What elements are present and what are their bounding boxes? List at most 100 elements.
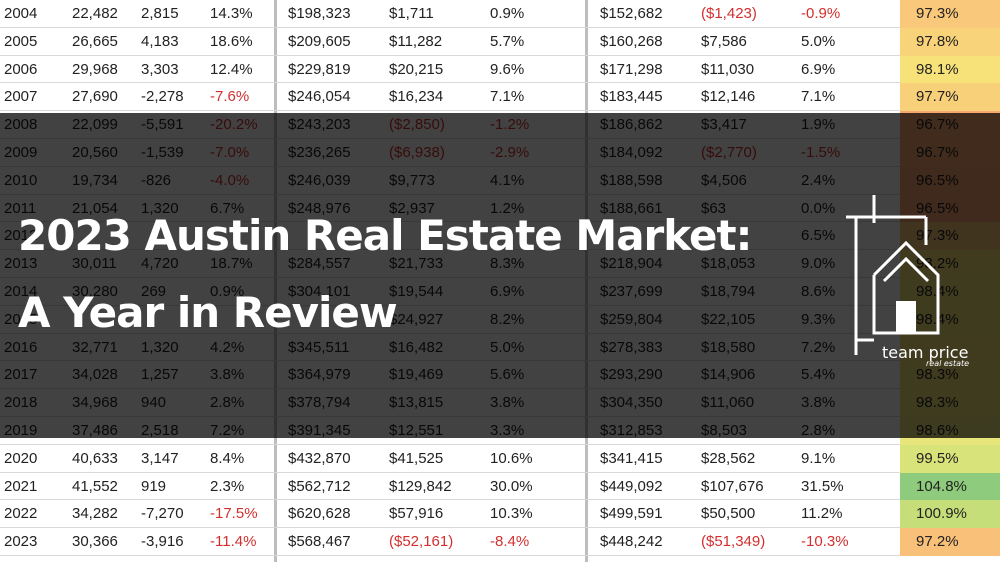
ratio-cell: 97.3% — [900, 0, 1000, 28]
cell-avg-pct: -10.3% — [801, 533, 849, 551]
ratio-cell: 97.7% — [900, 83, 1000, 112]
cell-year: 2022 — [4, 505, 38, 523]
ratio-cell: 98.1% — [900, 55, 1000, 84]
table-row: 2020 40,633 3,147 8.4% $432,870 $41,525 10.6% $… — [0, 444, 1000, 473]
cell-median-change: $16,234 — [389, 88, 444, 106]
cell-median: $432,870 — [288, 449, 351, 467]
cell-avg-pct: 31.5% — [801, 477, 844, 495]
title-line-1: 2023 Austin Real Estate Market: — [18, 211, 752, 260]
cell-median-pct: 30.0% — [490, 477, 533, 495]
cell-avg-pct: 6.9% — [801, 60, 836, 78]
table-row: 2021 41,552 919 2.3% $562,712 $129,842 30.0% $4… — [0, 472, 1000, 501]
table-row: 2004 22,482 2,815 14.3% $198,323 $1,711 0.9% $1… — [0, 0, 1000, 28]
cell-year: 2020 — [4, 449, 38, 467]
cell-sales: 34,282 — [72, 505, 118, 523]
table-row: 2006 29,968 3,303 12.4% $229,819 $20,215 9.6% $… — [0, 55, 1000, 84]
cell-median-change: $57,916 — [389, 505, 444, 523]
cell-sales-pct: 18.6% — [210, 32, 253, 50]
cell-avg-change: $11,030 — [701, 60, 755, 78]
cell-avg-change: ($1,423) — [701, 5, 757, 22]
cell-median-pct: 5.7% — [490, 32, 525, 50]
cell-avg: $449,092 — [600, 477, 663, 495]
cell-avg: $160,268 — [600, 32, 663, 50]
cell-median-pct: 9.6% — [490, 60, 525, 78]
cell-year: 2023 — [4, 533, 38, 551]
cell-year: 2004 — [4, 5, 38, 22]
cell-ratio: 97.7% — [916, 88, 959, 106]
cell-year: 2005 — [4, 32, 38, 50]
table-row: 2007 27,690 -2,278 -7.6% $246,054 $16,234 7.1%… — [0, 83, 1000, 112]
cell-sales-pct: -7.6% — [210, 88, 250, 106]
cell-median-change: $20,215 — [389, 60, 444, 78]
house-logo-icon — [846, 195, 940, 355]
cell-avg: $183,445 — [600, 88, 663, 106]
cell-avg-pct: 9.1% — [801, 449, 836, 467]
cell-sales-change: 3,147 — [141, 449, 179, 467]
cell-sales-change: 4,183 — [141, 32, 179, 50]
title-overlay: 2023 Austin Real Estate Market: A Year i… — [0, 113, 1000, 438]
cell-median-change: $41,525 — [389, 449, 444, 467]
cell-sales-change: 919 — [141, 477, 167, 495]
table-row: 2022 34,282 -7,270 -17.5% $620,628 $57,916 10.… — [0, 500, 1000, 529]
cell-ratio: 99.5% — [916, 449, 959, 467]
cell-sales-change: -3,916 — [141, 533, 184, 551]
cell-sales-pct: -11.4% — [210, 533, 257, 551]
cell-avg-change: $28,562 — [701, 449, 756, 467]
cell-median: $198,323 — [288, 5, 351, 22]
ratio-cell: 100.9% — [900, 500, 1000, 529]
cell-avg: $499,591 — [600, 505, 663, 523]
cell-avg-change: $50,500 — [701, 505, 756, 523]
ratio-cell: 97.8% — [900, 27, 1000, 56]
cell-ratio: 97.3% — [916, 5, 959, 22]
cell-ratio: 100.9% — [916, 505, 967, 523]
cell-median-change: $1,711 — [389, 5, 434, 22]
cell-sales-pct: 12.4% — [210, 60, 253, 78]
cell-avg-pct: -0.9% — [801, 5, 841, 22]
cell-sales-pct: 2.3% — [210, 477, 245, 495]
cell-sales-pct: 14.3% — [210, 5, 253, 22]
cell-ratio: 97.2% — [916, 533, 959, 551]
cell-sales: 40,633 — [72, 449, 118, 467]
cell-sales-change: 2,815 — [141, 5, 179, 22]
cell-avg-pct: 5.0% — [801, 32, 836, 50]
cell-sales: 27,690 — [72, 88, 118, 106]
cell-avg-change: $12,146 — [701, 88, 756, 106]
cell-sales: 30,366 — [72, 533, 118, 551]
cell-year: 2021 — [4, 477, 38, 495]
cell-median: $568,467 — [288, 533, 351, 551]
team-price-logo: team price real estate — [826, 195, 976, 370]
cell-median-change: $11,282 — [389, 32, 443, 50]
cell-ratio: 104.8% — [916, 477, 967, 495]
cell-sales: 41,552 — [72, 477, 118, 495]
cell-year: 2006 — [4, 60, 38, 78]
cell-median: $229,819 — [288, 60, 351, 78]
cell-sales: 29,968 — [72, 60, 118, 78]
cell-sales-change: 3,303 — [141, 60, 179, 78]
title-line-2: A Year in Review — [18, 288, 398, 337]
cell-year: 2007 — [4, 88, 38, 106]
cell-median-change: $129,842 — [389, 477, 452, 495]
table-row: 2023 30,366 -3,916 -11.4% $568,467 ($52,161) -… — [0, 528, 1000, 556]
cell-median: $620,628 — [288, 505, 351, 523]
cell-avg-pct: 7.1% — [801, 88, 836, 106]
ratio-cell: 97.2% — [900, 528, 1000, 556]
cell-median: $562,712 — [288, 477, 351, 495]
cell-avg-change: ($51,349) — [701, 533, 766, 551]
ratio-cell: 99.5% — [900, 444, 1000, 473]
cell-sales: 26,665 — [72, 32, 118, 50]
cell-median-pct: -8.4% — [490, 533, 530, 551]
cell-median-pct: 10.6% — [490, 449, 533, 467]
cell-sales-pct: 8.4% — [210, 449, 245, 467]
cell-median-change: ($52,161) — [389, 533, 454, 551]
cell-avg-pct: 11.2% — [801, 505, 843, 523]
cell-avg: $448,242 — [600, 533, 663, 551]
cell-median-pct: 7.1% — [490, 88, 525, 106]
cell-sales-pct: -17.5% — [210, 505, 258, 523]
logo-name: team price — [882, 343, 969, 362]
ratio-cell: 104.8% — [900, 472, 1000, 501]
cell-ratio: 98.1% — [916, 60, 959, 78]
table-row: 2005 26,665 4,183 18.6% $209,605 $11,282 5.7% $… — [0, 27, 1000, 56]
cell-ratio: 97.8% — [916, 32, 959, 50]
cell-median-pct: 10.3% — [490, 505, 533, 523]
cell-sales-change: -2,278 — [141, 88, 184, 106]
